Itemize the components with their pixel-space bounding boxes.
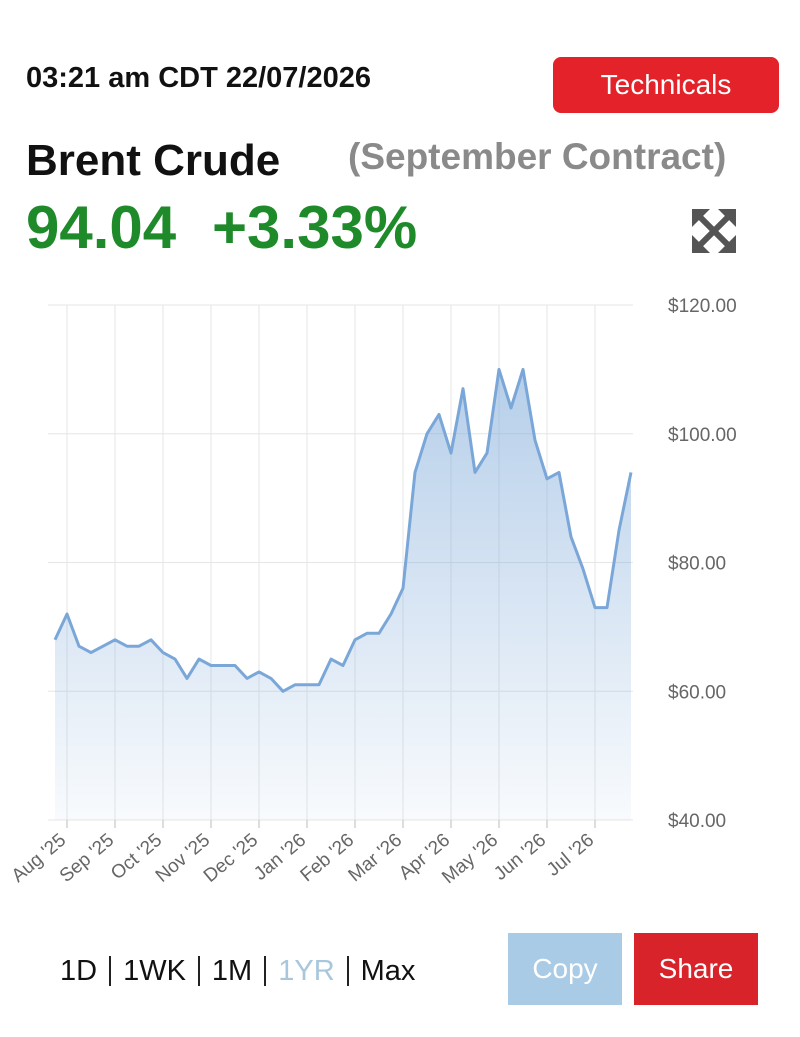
y-tick-label: $60.00 (668, 682, 726, 703)
range-option[interactable]: 1WK (109, 956, 198, 986)
price-line (53, 367, 633, 693)
copy-button[interactable]: Copy (508, 933, 622, 1005)
x-tick-label: Jul '26 (543, 830, 598, 881)
x-tick-label: Mar '26 (345, 830, 407, 886)
x-tick-label: Jun '26 (490, 830, 550, 885)
x-tick-label: Feb '26 (297, 830, 359, 886)
range-selector: 1D 1WK 1M 1YR Max (48, 950, 427, 992)
expand-icon[interactable] (690, 207, 738, 255)
price-change: +3.33% (212, 194, 418, 261)
contract: (September Contract) (348, 136, 727, 177)
technicals-button[interactable]: Technicals (553, 57, 779, 113)
range-option[interactable]: 1D (60, 955, 98, 987)
x-tick-label: Sep '25 (56, 830, 118, 887)
y-tick-label: $120.00 (668, 296, 737, 317)
range-option[interactable]: 1M (197, 956, 264, 986)
timestamp: 03:21 am CDT 22/07/2026 (26, 62, 371, 94)
instrument-name: Brent Crude (26, 136, 281, 185)
range-option[interactable]: 1YR (264, 956, 346, 986)
range-option[interactable]: Max (346, 956, 428, 986)
share-button[interactable]: Share (634, 933, 758, 1005)
area-fill (55, 369, 631, 820)
y-tick-label: $80.00 (668, 554, 726, 575)
x-tick-label: Dec '25 (200, 830, 262, 887)
y-tick-label: $40.00 (668, 811, 726, 832)
price: 94.04 (26, 194, 177, 261)
y-tick-label: $100.00 (668, 425, 737, 446)
